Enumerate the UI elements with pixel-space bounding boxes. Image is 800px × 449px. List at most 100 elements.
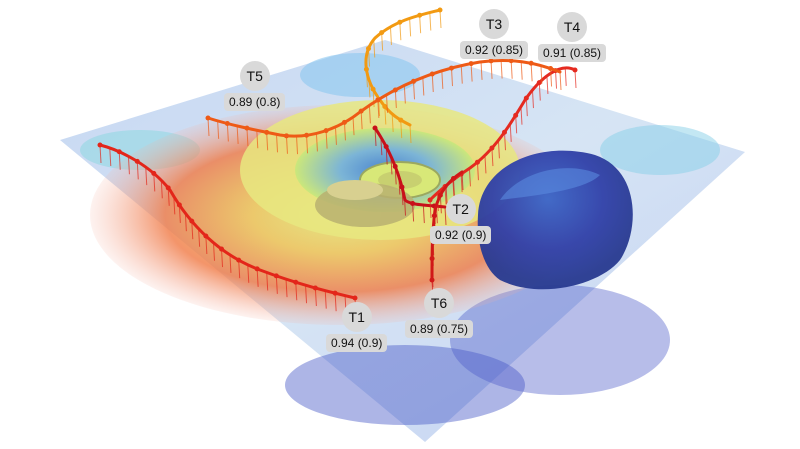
trajectory-score: 0.89 (0.75) [405,320,474,338]
trajectory-tick-t2 [385,146,388,165]
trajectory-tick-t5 [315,133,318,152]
trajectory-tick-t1 [136,161,139,180]
trajectory-node-t1 [189,218,195,224]
trajectory-tick-t3 [429,12,432,31]
trajectory-node-t1 [151,170,157,176]
trajectory-tick-t5 [422,77,425,96]
trajectory-node-t4 [489,145,495,151]
trajectory-node-t4 [536,80,542,86]
trajectory-tick-t5 [352,117,355,136]
trajectory-tick-t1 [305,285,308,304]
trajectory-label-t1: T1 0.94 (0.9) [326,302,388,352]
trajectory-node-t1 [236,257,242,263]
terrain-low-patch [285,345,525,425]
trajectory-tick-t3 [381,32,384,51]
trajectory-tick-t5 [246,128,249,147]
trajectory-tick-t5 [334,126,337,145]
trajectory-tick-t1 [173,196,176,215]
trajectory-score: 0.89 (0.8) [224,93,286,111]
trajectory-tick-t6 [431,247,434,266]
trajectory-tick-t6 [439,195,442,214]
trajectory-tick-t3 [384,106,387,125]
trajectory-node-t4 [474,159,480,165]
trajectory-tick-t5 [386,94,389,113]
trajectory-tick-t1 [212,242,215,261]
trajectory-tick-t4 [555,70,558,89]
trajectory-score: 0.92 (0.9) [430,226,492,244]
trajectory-tick-t5 [550,68,553,87]
trajectory-node-t1 [312,285,318,291]
trajectory-label-t4: T4 0.91 (0.85) [538,12,607,62]
trajectory-tick-t1 [191,221,194,240]
trajectory-node-t2 [410,200,416,206]
trajectory-tick-t1 [160,180,163,199]
trajectory-tick-t5 [285,135,288,154]
trajectory-node-t1 [165,185,171,191]
trajectory-tick-t5 [266,132,269,151]
trajectory-node-t5 [392,87,398,93]
trajectory-tick-t5 [451,68,453,87]
trajectory-node-t5 [548,66,554,72]
trajectory-tick-t2 [422,205,425,224]
trajectory-tick-t4 [460,174,463,193]
trajectory-tick-t4 [520,106,523,125]
trajectory-label-t5: T5 0.89 (0.8) [224,61,286,111]
terrain-low-patch [450,285,670,395]
trajectory-node-t4 [523,95,529,101]
trajectory-tick-t5 [343,122,346,141]
trajectory-name: T1 [341,302,372,332]
trajectory-tick-t4 [574,69,577,89]
trajectory-tick-t3 [391,113,394,133]
trajectory-tick-t3 [389,26,392,45]
trajectory-tick-t1 [178,204,181,223]
trajectory-score: 0.94 (0.9) [326,334,388,352]
trajectory-node-t3 [366,46,372,52]
trajectory-tick-t1 [275,275,278,294]
trajectory-node-t3 [382,103,388,109]
trajectory-tick-t6 [435,205,438,224]
trajectory-tick-t1 [205,235,208,254]
trajectory-node-t3 [363,66,369,72]
trajectory-tick-t2 [444,206,447,226]
trajectory-tick-t5 [470,63,473,82]
trajectory-tick-t4 [503,132,506,151]
trajectory-tick-t1 [153,173,156,192]
trajectory-tick-t1 [314,287,317,307]
trajectory-tick-t5 [360,111,363,130]
trajectory-label-t2: T2 0.92 (0.9) [430,194,492,244]
trajectory-tick-t2 [394,166,397,185]
trajectory-node-t5 [358,108,364,114]
trajectory-tick-t5 [325,130,328,149]
trajectory-tick-t2 [380,137,383,156]
trajectory-node-t5 [244,125,250,131]
trajectory-node-t3 [417,12,423,18]
trajectory-tick-t1 [118,151,121,170]
trajectory-node-t4 [513,112,519,118]
trajectory-tick-t2 [374,127,377,147]
trajectory-tick-t5 [236,125,239,144]
trajectory-node-t6 [450,175,456,181]
trajectory-tick-t1 [127,156,130,175]
trajectory-tick-t1 [256,268,259,287]
trajectory-node-t5 [205,115,211,121]
trajectory-node-t5 [449,65,455,71]
trajectory-tick-t5 [500,60,503,79]
trajectory-tick-t5 [490,60,493,79]
trajectory-node-t1 [116,149,122,155]
trajectory-node-t4 [501,129,507,135]
trajectory-tick-t5 [480,61,483,80]
trajectory-tick-t1 [324,290,327,309]
trajectory-node-t5 [429,71,435,77]
trajectory-tick-t1 [145,167,148,186]
trajectory-node-t5 [488,58,494,64]
trajectory-node-t2 [399,184,405,190]
trajectory-tick-t5 [207,117,210,137]
trajectory-tick-t1 [229,254,232,273]
trajectory-node-t5 [528,60,534,66]
trajectory-tick-t1 [238,260,241,279]
trajectory-tick-t3 [373,39,376,58]
trajectory-tick-t5 [520,61,523,80]
trajectory-tick-t1 [295,282,298,301]
trajectory-tick-t4 [509,123,512,142]
trajectory-label-t3: T3 0.92 (0.85) [460,9,529,59]
